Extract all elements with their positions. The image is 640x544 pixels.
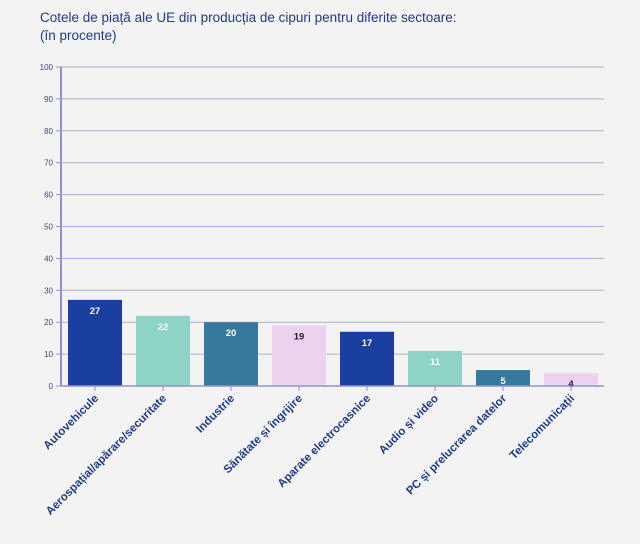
y-tick-label: 90 xyxy=(44,95,53,104)
x-category-label: Telecomunicații xyxy=(508,393,577,462)
y-axis: 0 10 20 30 40 50 60 70 80 90 100 xyxy=(40,63,62,391)
bar-value-label: 27 xyxy=(90,306,101,317)
bar xyxy=(476,370,530,386)
bar xyxy=(136,315,190,386)
y-tick-label: 0 xyxy=(49,382,54,391)
y-tick-label: 10 xyxy=(44,350,53,359)
chart-subtitle: (în procente) xyxy=(40,28,117,43)
bar-value-label: 20 xyxy=(226,328,237,339)
chart-title: Cotele de piață ale UE din producția de … xyxy=(40,9,457,45)
y-tick-label: 60 xyxy=(44,191,53,200)
bar xyxy=(340,331,394,386)
bar xyxy=(408,350,462,386)
bar-value-label: 5 xyxy=(500,376,506,387)
bar-value-label: 19 xyxy=(294,331,305,342)
bar xyxy=(544,373,598,386)
bar-value-label: 11 xyxy=(430,357,441,368)
bar-value-label: 17 xyxy=(362,338,373,349)
x-category-label: Autovehicule xyxy=(42,393,102,453)
x-category-label: Audio și video xyxy=(377,393,441,457)
bars: 27 22 20 19 17 11 5 4 xyxy=(68,299,598,390)
gridlines xyxy=(61,66,604,355)
y-tick-label: 70 xyxy=(44,159,53,168)
y-tick-label: 50 xyxy=(44,223,53,232)
x-axis: AutovehiculeAerospațial/apărare/securita… xyxy=(42,385,604,518)
bar xyxy=(272,325,326,386)
chart-title-line: Cotele de piață ale UE din producția de … xyxy=(40,10,457,25)
bar xyxy=(204,322,258,386)
x-category-label: Industrie xyxy=(194,393,237,436)
y-tick-label: 20 xyxy=(44,318,53,327)
bar-value-label: 22 xyxy=(158,322,169,333)
y-tick-label: 40 xyxy=(44,254,53,263)
bar xyxy=(68,299,122,386)
x-category-label: Aerospațial/apărare/securitate xyxy=(44,393,169,518)
y-tick-label: 100 xyxy=(40,63,54,72)
y-tick-label: 80 xyxy=(44,127,53,136)
bar-value-label: 4 xyxy=(568,379,574,390)
y-tick-label: 30 xyxy=(44,286,53,295)
